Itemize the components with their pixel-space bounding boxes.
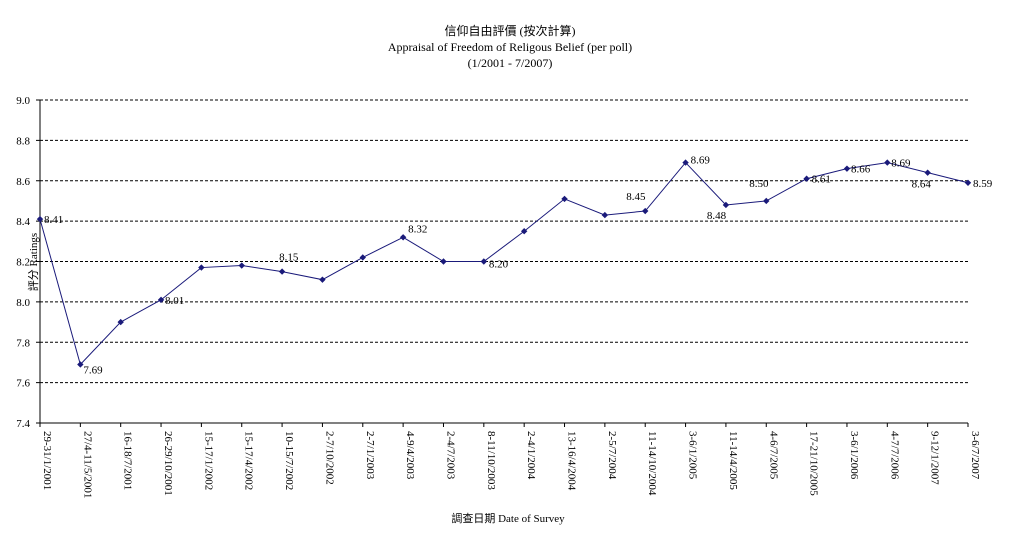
chart-title: 信仰自由評價 (按次計算) (444, 24, 576, 38)
data-label: 8.15 (279, 252, 299, 264)
x-tick-label: 2-7/10/2002 (323, 431, 335, 485)
data-point (117, 318, 124, 326)
x-tick-label: 2-4/7/2003 (444, 431, 456, 480)
data-point (319, 276, 326, 283)
x-tick-label: 26-29/10/2001 (162, 431, 174, 496)
data-labels: 8.41 7.69 8.01 8.15 8.32 8.20 8.45 8.69 8.48 8.50… (44, 155, 993, 377)
data-point (77, 361, 84, 368)
data-point (440, 258, 447, 265)
data-point (36, 215, 44, 223)
data-point (480, 258, 488, 265)
x-tick-label: 3-6/1/2005 (687, 431, 699, 480)
x-tick-label: 17-21/10/2005 (808, 431, 820, 496)
x-tick-label: 15-17/1/2002 (202, 431, 214, 490)
x-tick-label: 4-9/4/2003 (404, 431, 416, 480)
x-tick-label: 4-6/7/2005 (767, 431, 779, 480)
y-axis-title: 評分 Ratings (26, 233, 40, 291)
data-point (682, 159, 689, 166)
x-tick-label: 2-4/1/2004 (525, 431, 537, 480)
data-point (722, 201, 730, 209)
y-tick-label: 7.8 (16, 337, 30, 349)
x-tick-label: 27/4-11/5/2001 (81, 431, 93, 498)
x-tick-label: 11-14/10/2004 (646, 431, 658, 496)
y-tick-label: 7.4 (16, 418, 30, 430)
x-tick-label: 11-14/4/2005 (727, 431, 739, 490)
data-point (884, 159, 891, 166)
x-axis-title: 調查日期 Date of Survey (451, 511, 565, 525)
data-point (601, 211, 609, 219)
data-point (359, 254, 366, 261)
x-tick-label: 16-18/7/2001 (122, 431, 134, 490)
x-tick-label: 10-15/7/2002 (283, 431, 295, 490)
data-label: 8.01 (165, 295, 184, 307)
data-label: 8.69 (891, 158, 911, 170)
x-tick-label: 4-7/7/2006 (888, 431, 900, 480)
data-label: 8.59 (973, 178, 993, 190)
data-point (399, 234, 407, 241)
series-line (39, 161, 969, 366)
data-point (278, 268, 286, 275)
x-tick-label: 2-5/7/2004 (606, 431, 618, 480)
data-label: 8.69 (691, 155, 711, 167)
data-point (561, 195, 568, 203)
chart-subtitle: Appraisal of Freedom of Religous Belief … (387, 40, 633, 54)
data-label: 8.48 (707, 210, 727, 222)
data-point (642, 207, 649, 215)
data-points (36, 159, 972, 368)
data-label: 8.41 (44, 214, 63, 226)
x-tick-label: 8-11/10/2003 (485, 431, 497, 490)
data-label: 8.61 (812, 174, 831, 186)
data-label: 8.66 (851, 164, 871, 176)
data-label: 8.45 (626, 191, 646, 203)
y-tick-label: 8.0 (16, 297, 30, 309)
y-tick-label: 8.6 (16, 176, 30, 188)
x-tick-label: 15-17/4/2002 (243, 431, 255, 490)
x-tick-label: 3-6/1/2006 (848, 431, 860, 480)
x-tick-label: 9-12/1/2007 (929, 431, 941, 485)
y-tick-label: 8.4 (16, 216, 30, 228)
data-point (238, 262, 245, 269)
data-label: 8.32 (408, 223, 427, 235)
data-label: 7.69 (83, 364, 103, 376)
data-point (763, 197, 770, 205)
x-tick-label: 29-31/1/2001 (41, 431, 53, 490)
data-label: 8.50 (749, 178, 769, 190)
y-tick-label: 9.0 (16, 95, 30, 107)
data-label: 8.20 (489, 259, 509, 271)
x-tick-label: 13-16/4/2004 (566, 431, 578, 491)
data-point (157, 296, 165, 304)
data-point (843, 165, 851, 172)
data-point (803, 175, 810, 182)
gridlines (40, 99, 968, 384)
x-tick-labels: 29-31/1/2001 27/4-11/5/2001 16-18/7/2001 26… (39, 423, 981, 498)
x-tick-label: 3-6/7/2007 (969, 431, 981, 480)
data-point (924, 169, 931, 176)
y-tick-label: 8.8 (16, 135, 30, 147)
y-tick-label: 8.2 (16, 257, 30, 269)
data-point (520, 228, 528, 235)
data-label: 8.64 (912, 179, 932, 191)
x-tick-label: 2-7/1/2003 (364, 431, 376, 480)
data-point (198, 264, 205, 271)
data-point (964, 179, 972, 186)
y-tick-label: 7.6 (16, 378, 30, 390)
chart-period: (1/2001 - 7/2007) (467, 56, 553, 70)
